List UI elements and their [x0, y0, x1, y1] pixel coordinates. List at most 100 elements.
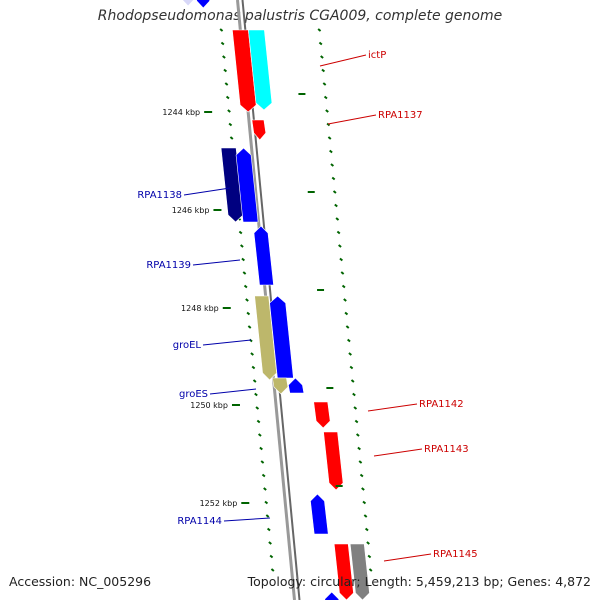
- outer-dotted-track: [335, 217, 340, 221]
- outer-dotted-track: [320, 55, 324, 59]
- inner-dotted-track: [256, 419, 261, 424]
- gene-arrow: [251, 119, 267, 141]
- gene-label: RPA1145: [433, 549, 478, 560]
- outer-dotted-track: [366, 541, 370, 545]
- outer-dotted-track: [367, 554, 372, 559]
- outer-dotted-track: [344, 311, 349, 316]
- outer-dotted-track: [363, 514, 368, 518]
- outer-dotted-track: [345, 325, 350, 329]
- outer-dotted-track: [318, 41, 323, 46]
- inner-dotted-track: [223, 68, 228, 73]
- inner-dotted-track: [238, 230, 243, 235]
- inner-dotted-track: [269, 554, 274, 559]
- inner-dotted-track: [243, 284, 248, 289]
- outer-dotted-track: [339, 257, 343, 262]
- inner-dotted-track: [270, 568, 275, 572]
- inner-dotted-track: [225, 95, 230, 100]
- inner-dotted-track: [252, 379, 257, 383]
- outer-dotted-track: [331, 176, 336, 181]
- inner-dotted-track: [220, 41, 225, 46]
- outer-dotted-track: [332, 190, 337, 194]
- outer-dotted-track: [336, 230, 341, 235]
- outer-dotted-track: [338, 244, 342, 248]
- gene-label: ictP: [368, 50, 386, 61]
- outer-dotted-track: [327, 136, 332, 140]
- inner-dotted-track: [227, 109, 231, 113]
- outer-dotted-track: [362, 500, 367, 505]
- outer-dotted-track: [361, 487, 365, 491]
- gene-arrow: [310, 493, 329, 535]
- gene-arrow: [349, 543, 370, 600]
- outer-dotted-track: [354, 419, 359, 424]
- inner-dotted-track: [264, 500, 269, 505]
- gene-label: RPA1137: [378, 110, 423, 121]
- kbp-tick-label: 1244 kbp: [162, 108, 200, 117]
- gene-arrow: [313, 401, 331, 429]
- gene-arrow: [182, 0, 195, 7]
- gene-arrow: [288, 377, 305, 394]
- inner-dotted-track: [228, 122, 233, 127]
- outer-dotted-track: [330, 163, 335, 167]
- gene-label: RPA1142: [419, 399, 464, 410]
- outer-dotted-track: [349, 365, 354, 370]
- inner-dotted-track: [265, 514, 270, 518]
- outer-dotted-track: [321, 68, 326, 73]
- map-title: Rhodopseudomonas palustris CGA009, compl…: [97, 8, 503, 24]
- gene-arrow: [324, 591, 340, 600]
- inner-dotted-track: [241, 257, 245, 262]
- kbp-tick-label: 1252 kbp: [200, 499, 238, 508]
- gene-leader-line: [202, 339, 252, 346]
- inner-dotted-track: [250, 352, 254, 356]
- outer-dotted-track: [352, 392, 356, 397]
- outer-dotted-track: [359, 473, 364, 478]
- inner-dotted-track: [251, 365, 256, 370]
- accession-label: Accession: NC_005296: [9, 574, 152, 589]
- gene-label: RPA1138: [137, 190, 182, 201]
- outer-dotted-track: [364, 527, 369, 532]
- outer-dotted-track: [326, 122, 331, 127]
- outer-dotted-track: [329, 149, 333, 154]
- gene-label: groEL: [173, 340, 202, 351]
- gene-label: RPA1139: [146, 260, 191, 271]
- inner-dotted-track: [254, 392, 258, 397]
- outer-dotted-track: [317, 28, 322, 32]
- gene-arrow: [272, 377, 289, 395]
- gene-arrow: [248, 29, 273, 111]
- gene-arrow: [323, 431, 344, 491]
- outer-dotted-track: [353, 406, 358, 410]
- gene-leader-line: [383, 553, 432, 562]
- inner-dotted-track: [245, 298, 249, 302]
- inner-dotted-track: [224, 82, 229, 86]
- gene-arrow: [254, 295, 277, 381]
- gene-leader-line: [319, 54, 367, 67]
- inner-dotted-track: [242, 271, 247, 275]
- gene-arrow: [333, 543, 354, 600]
- inner-dotted-track: [222, 55, 226, 59]
- outer-dotted-track: [368, 568, 373, 572]
- gene-leader-line: [327, 114, 377, 125]
- gene-arrow: [196, 0, 211, 9]
- gene-leader-line: [367, 403, 418, 412]
- gene-leader-line: [373, 448, 423, 457]
- gene-label: RPA1143: [424, 444, 469, 455]
- outer-dotted-track: [355, 433, 360, 437]
- outer-dotted-track: [358, 460, 363, 464]
- inner-dotted-track: [240, 244, 244, 248]
- gene-leader-line: [209, 388, 257, 395]
- inner-dotted-track: [247, 325, 252, 329]
- gene-arrow: [253, 225, 274, 286]
- kbp-tick-label: 1248 kbp: [181, 304, 219, 313]
- gene-leader-line: [223, 517, 271, 522]
- outer-dotted-track: [350, 379, 355, 383]
- inner-dotted-track: [260, 460, 265, 464]
- kbp-tick-label: 1250 kbp: [190, 401, 228, 410]
- outer-dotted-track: [325, 109, 329, 113]
- gene-leader-line: [183, 187, 231, 196]
- inner-dotted-track: [259, 446, 263, 451]
- inner-dotted-track: [266, 527, 271, 532]
- inner-dotted-track: [263, 487, 267, 491]
- inner-dotted-track: [261, 473, 266, 478]
- inner-dotted-track: [257, 433, 262, 437]
- gene-leader-line: [192, 259, 241, 266]
